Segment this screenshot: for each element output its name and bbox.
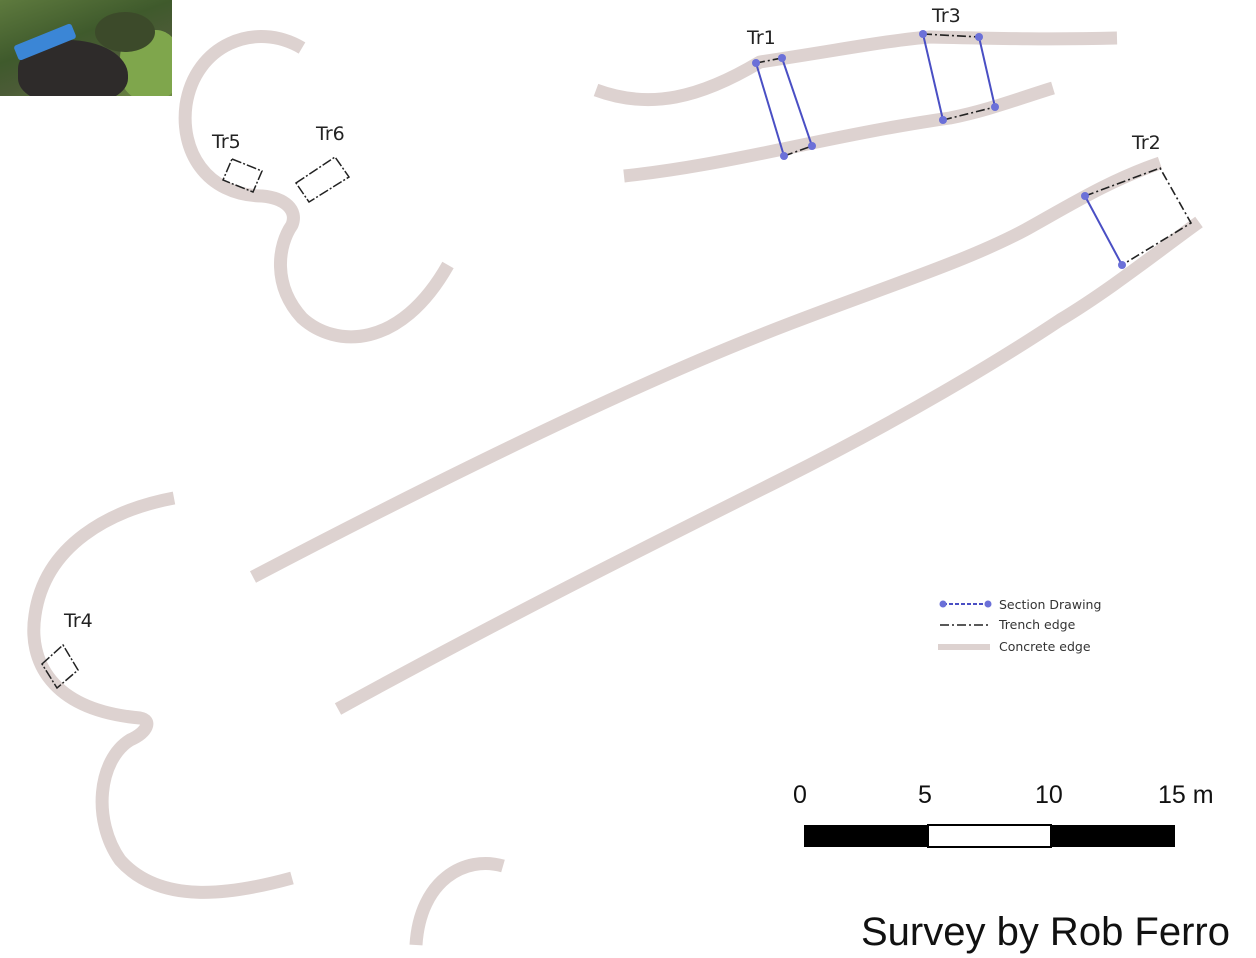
trench-edge-tr3-a xyxy=(922,33,980,38)
legend-section-point xyxy=(939,600,947,608)
concrete-edge-long-upper xyxy=(249,156,1163,583)
survey-credit: Survey by Rob Ferro xyxy=(860,910,1230,954)
trench-boxes xyxy=(41,33,1193,690)
scale-tick-15m: 15 m xyxy=(1158,781,1214,809)
legend-section-point xyxy=(984,600,992,608)
scale-segment-5-10 xyxy=(927,824,1052,848)
label-tr3: Tr3 xyxy=(931,5,961,27)
concrete-edge-bottom-circle xyxy=(27,491,294,899)
label-tr2: Tr2 xyxy=(1131,132,1161,154)
scale-tick-0: 0 xyxy=(793,781,807,809)
concrete-edge-tr1-upper xyxy=(593,30,1118,107)
section-line-tr1-right xyxy=(781,57,813,147)
legend-concrete-label: Concrete edge xyxy=(999,639,1091,654)
section-point xyxy=(780,152,788,160)
section-point xyxy=(752,59,760,67)
photo-vegetation xyxy=(95,12,155,52)
concrete-edge-top-circle xyxy=(178,30,454,344)
trench-box-tr4 xyxy=(41,643,79,690)
section-point xyxy=(991,103,999,111)
section-line-tr3-left xyxy=(922,33,944,121)
label-tr5: Tr5 xyxy=(211,131,241,153)
legend: Section Drawing Trench edge Concrete edg… xyxy=(938,597,1101,654)
section-point xyxy=(919,30,927,38)
scale-tick-5: 5 xyxy=(918,781,932,809)
section-line-tr2 xyxy=(1084,195,1123,266)
scale-bar: 0 5 10 15 m xyxy=(793,781,1214,848)
label-tr6: Tr6 xyxy=(315,123,345,145)
concrete-edge-long-lower xyxy=(334,216,1203,715)
section-point xyxy=(778,54,786,62)
label-tr1: Tr1 xyxy=(746,27,776,49)
trench-edge-tr2 xyxy=(1084,167,1193,266)
trench-box-tr6 xyxy=(294,155,351,204)
section-line-tr3-right xyxy=(978,36,996,108)
site-photo-thumbnail xyxy=(0,0,172,96)
scale-segment-0-5 xyxy=(804,825,928,847)
trench-edge-tr1-a xyxy=(755,57,783,64)
section-point xyxy=(1118,261,1126,269)
concrete-edge-bottom-arc xyxy=(409,857,505,946)
label-tr4: Tr4 xyxy=(63,610,93,632)
legend-section-label: Section Drawing xyxy=(999,597,1101,612)
scale-segment-10-15 xyxy=(1051,825,1175,847)
section-point xyxy=(939,116,947,124)
trench-labels: Tr1 Tr3 Tr2 Tr5 Tr6 Tr4 xyxy=(63,5,1161,632)
scale-tick-10: 10 xyxy=(1035,781,1063,809)
section-point xyxy=(975,33,983,41)
trench-edge-tr3-b xyxy=(942,106,996,121)
concrete-edge-tr1-lower xyxy=(623,81,1055,183)
section-line-tr1-left xyxy=(755,62,785,157)
section-drawings xyxy=(752,30,1126,269)
section-point xyxy=(808,142,816,150)
section-point xyxy=(1081,192,1089,200)
legend-trench-label: Trench edge xyxy=(998,617,1076,632)
trench-edge-tr1-b xyxy=(783,145,813,157)
trench-box-tr5 xyxy=(222,158,263,193)
concrete-edges xyxy=(27,30,1203,946)
